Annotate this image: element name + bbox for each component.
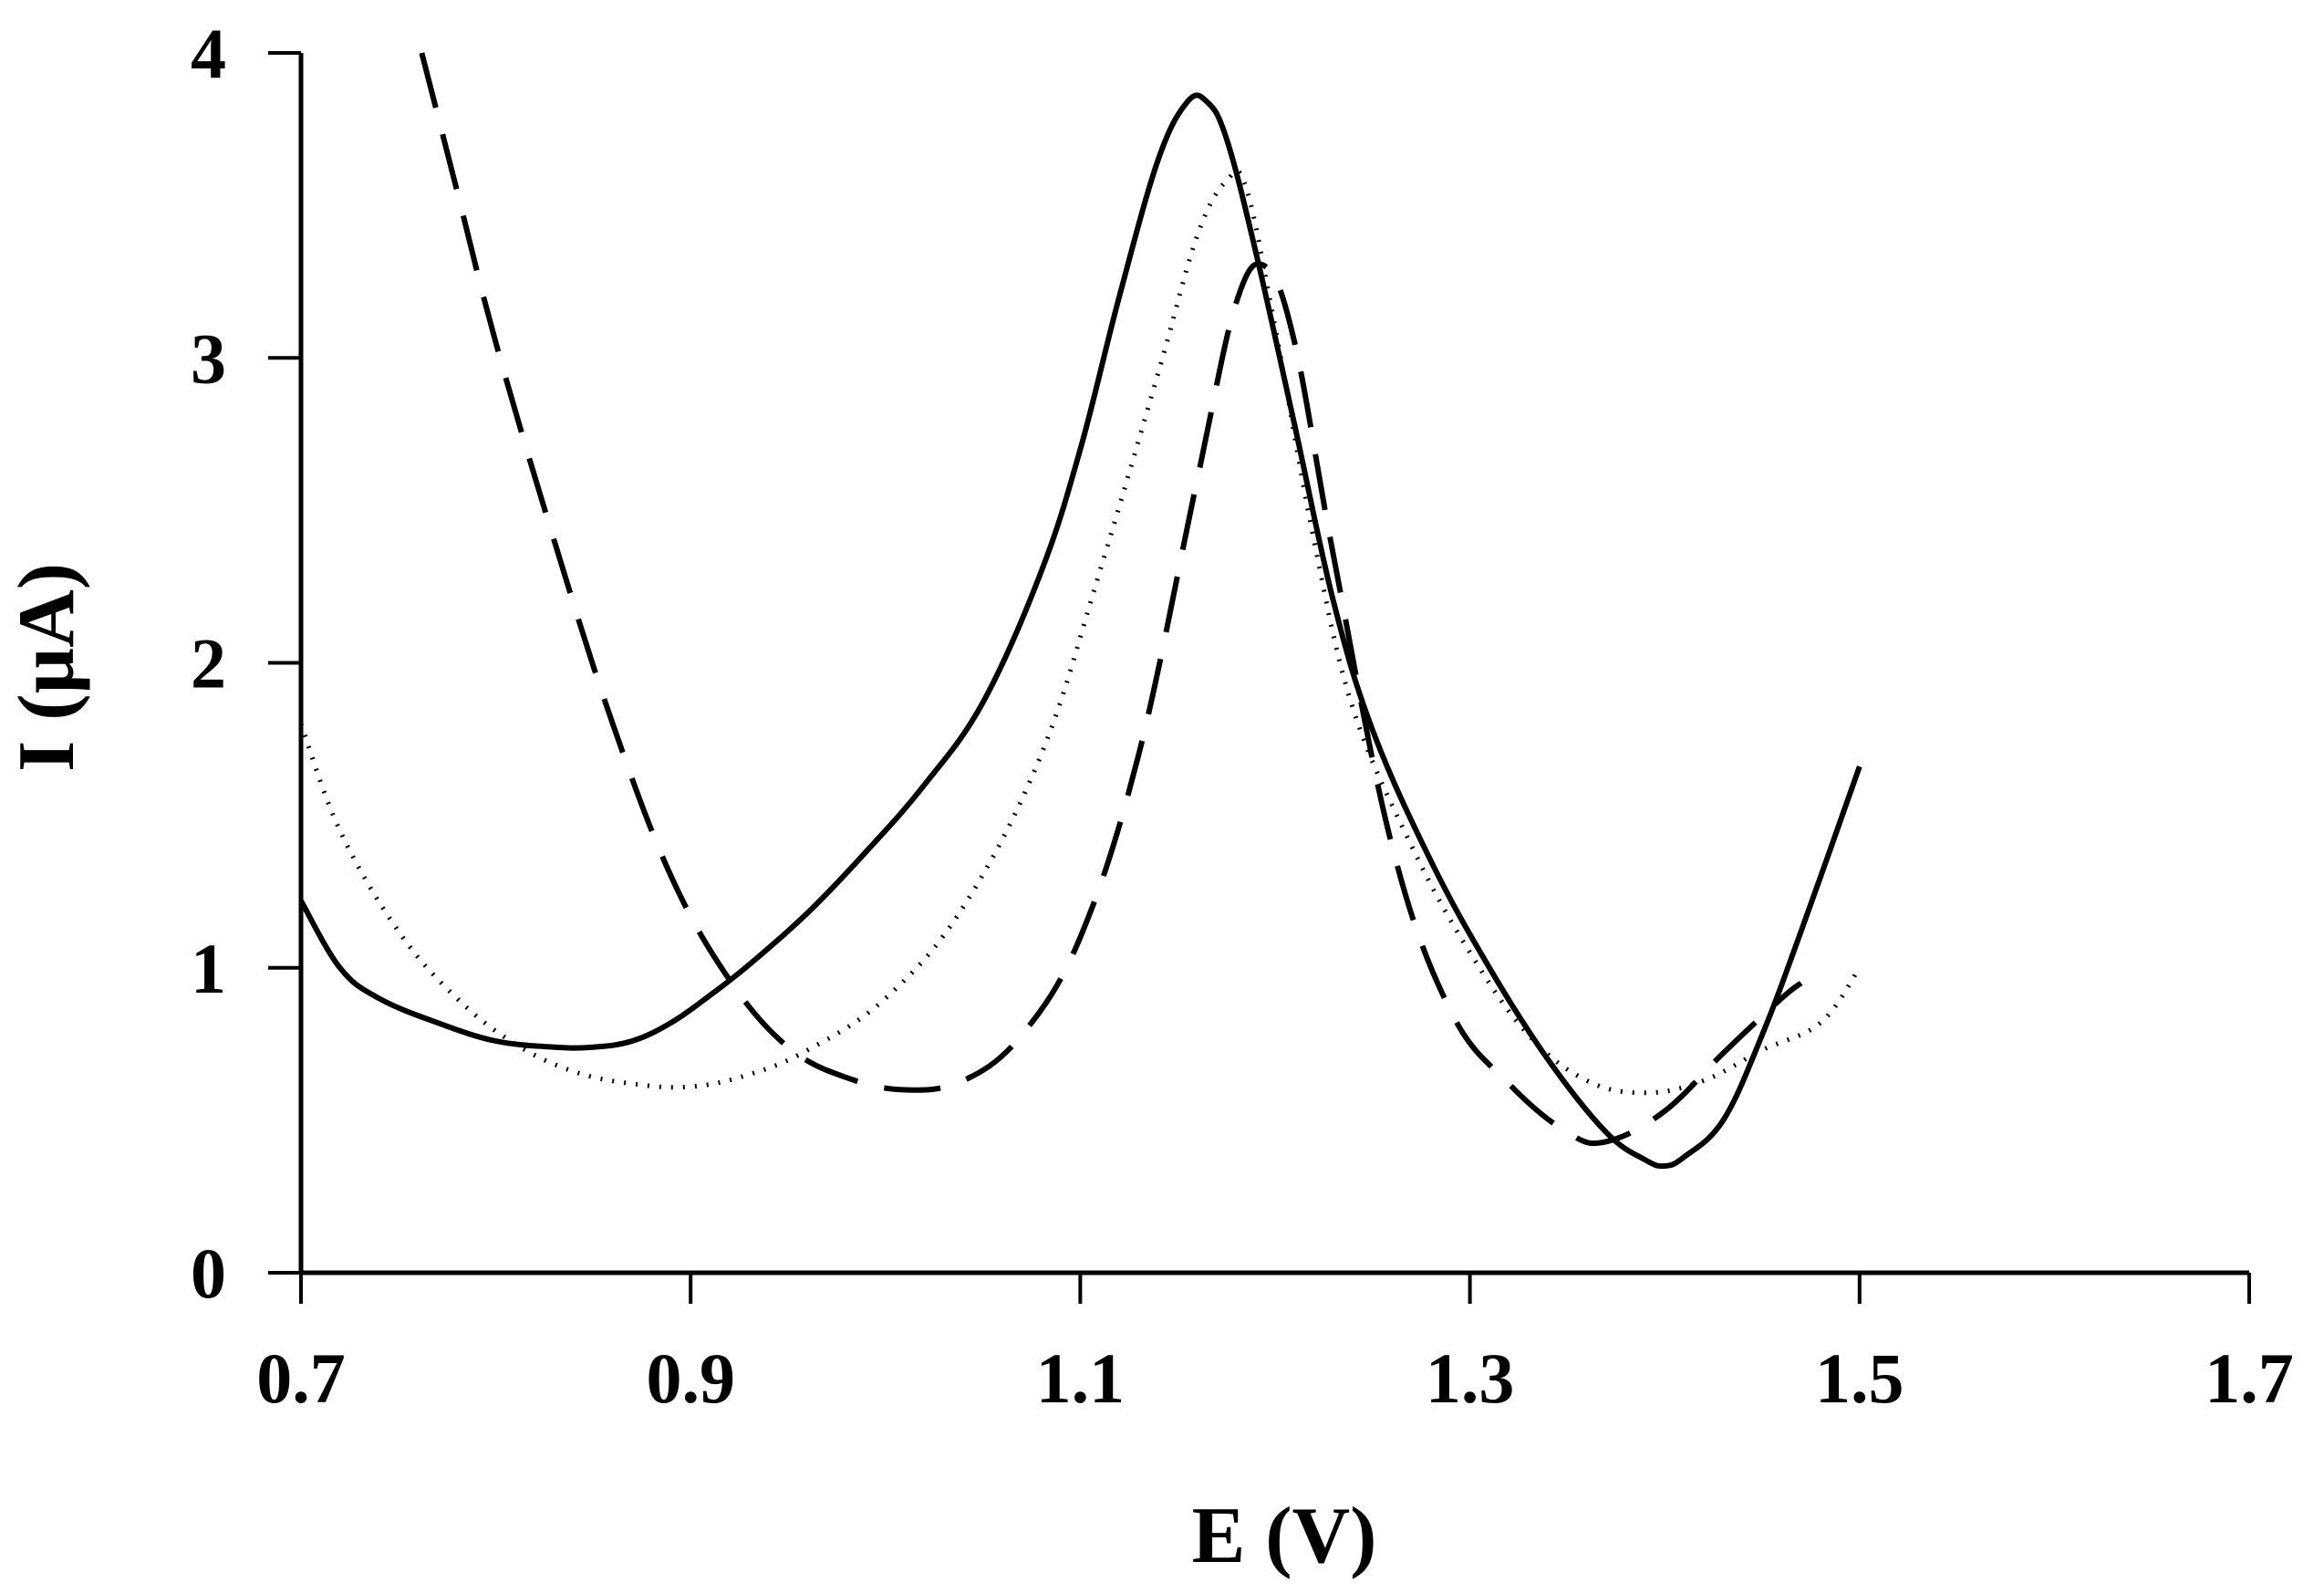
y-axis-title: I (µA) [3, 563, 91, 772]
y-tick-label: 2 [191, 624, 226, 703]
y-tick-label: 1 [191, 929, 226, 1008]
x-tick-label: 0.7 [256, 1338, 346, 1418]
series-line-dashed [419, 52, 1803, 1147]
series-group [298, 52, 1862, 1170]
x-tick-label: 1.3 [1426, 1338, 1515, 1418]
x-tick-label: 1.7 [2205, 1338, 2294, 1418]
series-line-dotted [298, 168, 1862, 1096]
x-tick-label: 1.1 [1036, 1338, 1126, 1418]
y-tick-label: 3 [191, 318, 226, 398]
x-tick-label: 1.5 [1815, 1338, 1904, 1418]
axes [268, 51, 2251, 1304]
series-line-solid [298, 92, 1862, 1170]
x-tick-label: 0.9 [646, 1338, 735, 1418]
y-tick-label: 0 [191, 1234, 226, 1313]
tick-labels: 0 1 2 3 4 0.7 0.9 1.1 1.3 1.5 1.7 [191, 14, 2294, 1418]
x-axis-title: E (V) [1192, 1492, 1377, 1580]
y-tick-label: 4 [191, 14, 226, 93]
